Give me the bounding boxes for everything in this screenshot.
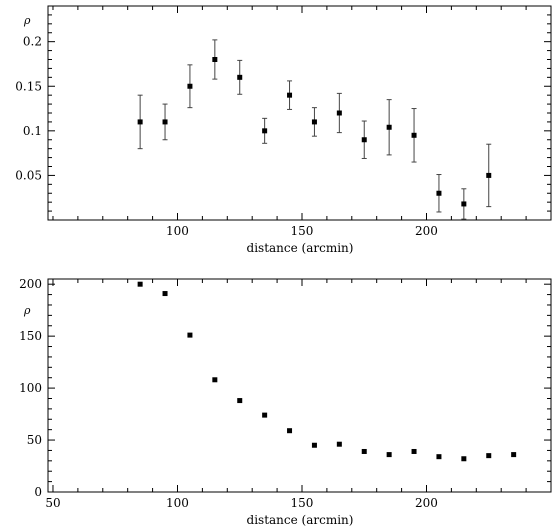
bottom-data-point (436, 454, 442, 460)
bottom-data-point (162, 291, 168, 297)
bottom-data-point (212, 377, 218, 383)
bottom-plot-frame (47, 278, 552, 493)
top-y-tick-label: 0.15 (15, 79, 42, 93)
bottom-y-tick-label: 0 (34, 485, 42, 499)
top-ticks: 100 150 200 0.05 0.1 0.15 0.2 (15, 6, 552, 238)
top-plot-frame (47, 5, 552, 221)
bottom-y-tick-label: 200 (19, 277, 42, 291)
top-data-point (137, 119, 143, 125)
bottom-x-tick-label: 100 (166, 496, 189, 510)
top-data-point (162, 119, 168, 125)
top-x-tick-label: 100 (166, 224, 189, 238)
top-data-point (187, 83, 193, 89)
bottom-y-axis-label: ρ (23, 304, 31, 317)
top-y-tick-label: 0.05 (15, 168, 42, 182)
top-x-tick-label: 150 (291, 224, 314, 238)
bottom-data-point (262, 412, 268, 418)
bottom-data-point (461, 456, 467, 462)
top-y-tick-label: 0.2 (23, 35, 42, 49)
top-data-point (361, 137, 367, 143)
bottom-y-tick-label: 100 (19, 381, 42, 395)
top-data-point (336, 110, 342, 116)
bottom-y-tick-label: 50 (27, 433, 42, 447)
bottom-data-point (511, 452, 517, 458)
bottom-y-tick-label: 150 (19, 329, 42, 343)
bottom-panel: ρ distance (arcmin) 50 100 150 200050100150… (19, 277, 552, 527)
top-data-point (436, 190, 442, 196)
top-data-point (411, 132, 417, 138)
bottom-data-point (137, 281, 143, 287)
bottom-data-point (287, 428, 293, 434)
top-data-point (262, 128, 268, 134)
top-data-point (486, 172, 492, 178)
bottom-x-tick-label: 200 (415, 496, 438, 510)
bottom-data-point (311, 442, 317, 448)
top-x-tick-label: 200 (415, 224, 438, 238)
bottom-data-point (386, 452, 392, 458)
top-data-point (311, 119, 317, 125)
bottom-data-points (137, 281, 517, 462)
bottom-data-point (411, 448, 417, 454)
top-data-point (461, 201, 467, 207)
bottom-x-tick-label: 50 (45, 496, 60, 510)
top-data-point (287, 92, 293, 98)
top-y-tick-label: 0.1 (23, 124, 42, 138)
bottom-x-tick-label: 150 (291, 496, 314, 510)
bottom-data-point (237, 398, 243, 404)
bottom-data-point (187, 332, 193, 338)
top-y-axis-label: ρ (23, 14, 31, 27)
top-data-point (237, 74, 243, 80)
top-data-points (137, 39, 492, 220)
bottom-data-point (361, 448, 367, 454)
top-panel: ρ distance (arcmin) 100 150 200 0.05 0.1 0.15… (15, 5, 552, 255)
bottom-data-point (486, 453, 492, 459)
top-data-point (212, 57, 218, 62)
top-data-point (386, 124, 392, 130)
bottom-data-point (336, 441, 342, 447)
bottom-x-axis-label: distance (arcmin) (247, 513, 354, 527)
top-x-axis-label: distance (arcmin) (247, 241, 354, 255)
